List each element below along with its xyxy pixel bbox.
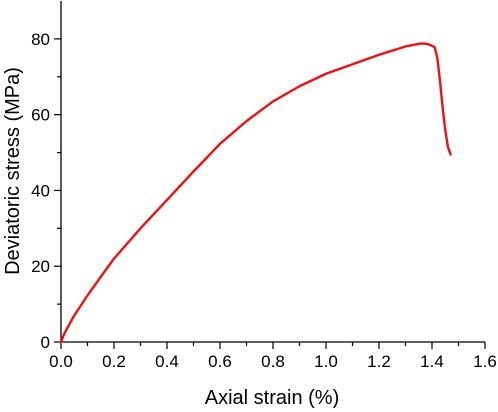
x-tick-label: 0.2 bbox=[102, 352, 126, 371]
y-axis-title: Deviatoric stress (MPa) bbox=[2, 67, 24, 275]
x-tick-label: 1.0 bbox=[314, 352, 338, 371]
x-tick-label: 0.8 bbox=[261, 352, 285, 371]
x-tick-label: 1.4 bbox=[420, 352, 444, 371]
x-tick-label: 1.6 bbox=[473, 352, 497, 371]
y-tick-label: 0 bbox=[41, 333, 50, 352]
ticks bbox=[54, 38, 486, 349]
x-axis-title: Axial strain (%) bbox=[205, 387, 339, 409]
y-tick-label: 20 bbox=[31, 257, 50, 276]
axes bbox=[60, 1, 485, 343]
data-series bbox=[59, 42, 452, 344]
y-tick-label: 60 bbox=[31, 106, 50, 125]
stress-strain-curve bbox=[59, 42, 452, 344]
x-tick-label: 0.6 bbox=[208, 352, 232, 371]
y-tick-label: 80 bbox=[31, 30, 50, 49]
x-tick-label: 0.4 bbox=[155, 352, 179, 371]
x-tick-label: 1.2 bbox=[367, 352, 391, 371]
y-tick-label: 40 bbox=[31, 181, 50, 200]
tick-labels: 0.0 0.2 0.4 0.6 0.8 1.0 1.2 1.4 1.6 0 20 40 60 80 bbox=[31, 30, 497, 371]
x-tick-label: 0.0 bbox=[49, 352, 73, 371]
